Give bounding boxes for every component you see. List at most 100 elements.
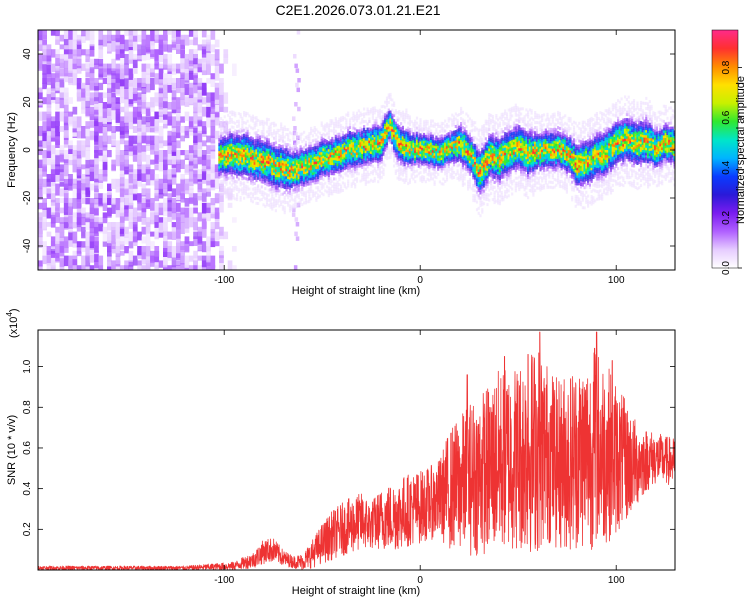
heatmap-cell	[377, 109, 380, 113]
heatmap-cell	[265, 142, 269, 146]
heatmap-cell	[274, 209, 277, 213]
heatmap-cell	[377, 124, 380, 128]
heatmap-cell	[403, 112, 406, 116]
heatmap-cell	[479, 168, 482, 172]
heatmap-cell	[338, 168, 341, 171]
heatmap-cell	[401, 145, 404, 149]
heatmap-cell	[111, 198, 116, 205]
heatmap-cell	[428, 148, 431, 152]
heatmap-cell	[269, 152, 272, 156]
heatmap-cell	[310, 189, 313, 193]
heatmap-cell	[46, 250, 52, 264]
heatmap-cell	[271, 169, 274, 173]
heatmap-cell	[230, 153, 233, 157]
heatmap-cell	[46, 73, 52, 82]
heatmap-cell	[281, 185, 284, 189]
heatmap-cell	[437, 160, 440, 164]
heatmap-cell	[299, 178, 302, 181]
heatmap-cell	[322, 142, 325, 146]
heatmap-cell	[407, 182, 410, 186]
heatmap-cell	[163, 30, 168, 41]
heatmap-cell	[317, 168, 320, 172]
heatmap-cell	[257, 186, 260, 190]
heatmap-cell	[260, 157, 263, 161]
heatmap-cell	[128, 183, 134, 189]
heatmap-cell	[320, 144, 323, 148]
heatmap-cell	[294, 160, 297, 164]
heatmap-cell	[234, 134, 237, 138]
heatmap-cell	[417, 134, 420, 138]
heatmap-cell	[465, 145, 468, 149]
heatmap-cell	[250, 156, 253, 160]
heatmap-cell	[398, 125, 401, 129]
heatmap-cell	[239, 128, 242, 131]
heatmap-cell	[389, 113, 392, 116]
heatmap-cell	[468, 180, 471, 184]
heatmap-cell	[306, 172, 309, 176]
heatmap-cell	[265, 183, 269, 187]
heatmap-cell	[329, 139, 332, 143]
heatmap-cell	[412, 132, 415, 136]
heatmap-cell	[359, 114, 362, 118]
heatmap-cell	[280, 152, 283, 156]
heatmap-cell	[364, 162, 367, 166]
heatmap-cell	[269, 157, 272, 161]
heatmap-cell	[347, 166, 350, 170]
heatmap-cell	[38, 97, 43, 106]
heatmap-cell	[470, 164, 473, 168]
heatmap-cell	[400, 162, 403, 166]
heatmap-cell	[451, 153, 454, 157]
heatmap-cell	[299, 198, 302, 202]
heatmap-cell	[401, 115, 404, 119]
heatmap-cell	[68, 140, 73, 150]
heatmap-cell	[258, 158, 262, 162]
heatmap-cell	[479, 201, 482, 205]
heatmap-cell	[385, 124, 389, 128]
heatmap-cell	[241, 146, 244, 150]
heatmap-cell	[271, 149, 274, 153]
heatmap-cell	[385, 157, 389, 161]
heatmap-cell	[410, 153, 413, 157]
heatmap-cell	[89, 236, 95, 249]
heatmap-cell	[163, 174, 168, 184]
heatmap-cell	[384, 138, 387, 142]
heatmap-cell	[234, 147, 237, 150]
heatmap-cell	[336, 180, 339, 184]
heatmap-cell	[477, 181, 480, 185]
heatmap-cell	[352, 144, 355, 148]
heatmap-cell	[417, 157, 420, 161]
heatmap-cell	[241, 174, 244, 178]
heatmap-cell	[417, 159, 420, 163]
heatmap-cell	[333, 184, 336, 188]
heatmap-cell	[331, 119, 334, 123]
heatmap-cell	[359, 139, 362, 143]
heatmap-cell	[137, 106, 142, 118]
heatmap-cell	[449, 150, 452, 154]
heatmap-cell	[357, 134, 360, 138]
heatmap-cell	[85, 198, 91, 205]
heatmap-cell	[398, 152, 401, 156]
heatmap-cell	[206, 116, 211, 128]
heatmap-cell	[111, 68, 116, 76]
heatmap-cell	[230, 160, 233, 164]
heatmap-cell	[371, 116, 374, 120]
heatmap-cell	[154, 222, 160, 228]
heatmap-cell	[227, 121, 230, 125]
heatmap-cell	[421, 162, 424, 166]
heatmap-cell	[340, 154, 343, 158]
heatmap-cell	[486, 193, 489, 196]
heatmap-cell	[433, 160, 436, 164]
heatmap-cell	[352, 166, 355, 170]
heatmap-cell	[380, 105, 383, 109]
heatmap-cell	[280, 182, 283, 186]
heatmap-cell	[407, 154, 410, 158]
heatmap-cell	[281, 207, 284, 211]
heatmap-cell	[422, 170, 426, 174]
heatmap-cell	[304, 151, 307, 154]
heatmap-cell	[223, 92, 229, 104]
heatmap-cell	[102, 193, 108, 203]
heatmap-cell	[343, 172, 346, 176]
heatmap-cell	[467, 137, 470, 141]
heatmap-cell	[380, 125, 383, 129]
heatmap-cell	[176, 106, 181, 113]
